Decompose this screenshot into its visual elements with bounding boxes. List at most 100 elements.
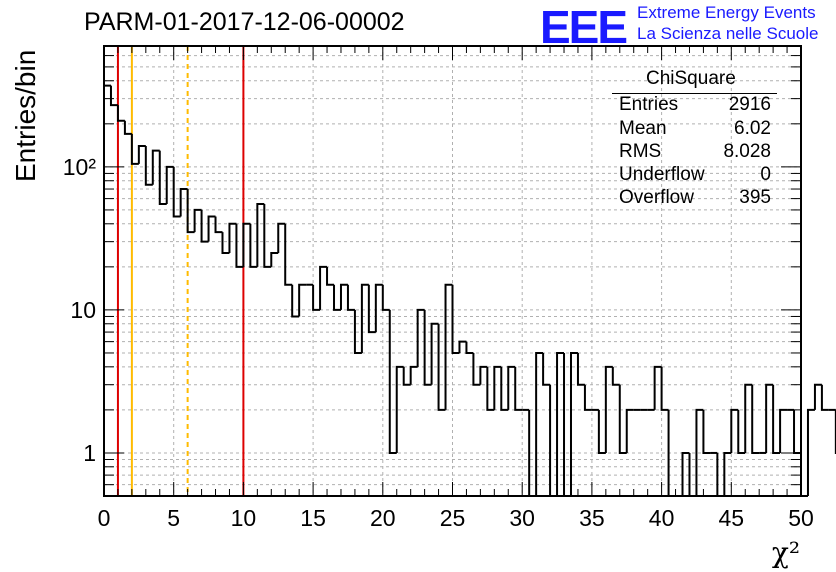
- histogram-bin: [367, 284, 376, 334]
- histogram-bin: [242, 222, 251, 267]
- x-tick-label: 40: [649, 505, 675, 531]
- histogram-bin: [569, 351, 578, 496]
- histogram-bin: [744, 383, 753, 453]
- stats-value: 6.02: [734, 118, 771, 139]
- histogram-bin: [346, 284, 355, 311]
- histogram-bin: [193, 208, 202, 233]
- x-tick-label: 45: [719, 505, 745, 531]
- histogram-bin: [319, 265, 328, 310]
- histogram-bin: [806, 408, 815, 496]
- histogram-bin: [723, 451, 732, 496]
- y-tick-label: 10: [70, 297, 96, 323]
- stats-divider: [612, 93, 777, 94]
- histogram-bin: [493, 365, 502, 410]
- histogram-bin: [388, 309, 397, 454]
- histogram-bin: [326, 266, 335, 286]
- histogram-bin: [597, 409, 606, 454]
- plot-title: PARM-01-2017-12-06-00002: [84, 8, 405, 36]
- histogram-bin: [374, 283, 383, 333]
- stats-value: 0: [760, 164, 771, 185]
- stats-label: RMS: [619, 141, 662, 162]
- histogram-bin: [270, 251, 279, 267]
- histogram-bin: [793, 409, 801, 454]
- stats-label: Entries: [619, 94, 679, 115]
- stats-row-underflow: Underflow 0: [619, 164, 771, 186]
- histogram-bin: [486, 366, 495, 411]
- histogram-bin: [109, 85, 118, 107]
- histogram-bin: [353, 309, 362, 354]
- histogram-bin: [542, 352, 551, 386]
- histogram-bin: [214, 216, 223, 234]
- x-tick-label: 30: [509, 505, 535, 531]
- histogram-bin: [103, 84, 111, 496]
- histogram-bin: [116, 105, 125, 122]
- histogram-bin: [465, 341, 474, 354]
- histogram-bin: [298, 283, 307, 317]
- histogram-bin: [312, 284, 321, 311]
- stats-value: 395: [739, 187, 771, 208]
- histogram-bin: [360, 283, 369, 353]
- histogram-bin: [556, 351, 565, 496]
- histogram-bin: [730, 408, 739, 453]
- histogram-bin: [277, 222, 286, 253]
- histogram-bin: [604, 365, 613, 453]
- histogram-bin: [695, 408, 704, 496]
- y-tick-label: 1: [83, 440, 96, 466]
- logo-line-1: Extreme Energy Events: [637, 3, 816, 22]
- histogram-bin: [395, 365, 404, 453]
- histogram-bin: [500, 366, 509, 411]
- y-axis-label: Entries/bin: [10, 49, 41, 182]
- histogram-bin: [333, 284, 341, 311]
- histogram-bin: [800, 452, 808, 497]
- histogram-bin: [444, 283, 453, 410]
- histogram-bin: [618, 384, 627, 454]
- histogram-bin: [179, 188, 188, 217]
- histogram-bin: [151, 149, 160, 185]
- tick-labels: 0 5 10 15 20 25 30 35 40 45 50 1 10 10²: [63, 154, 814, 531]
- histogram-bin: [549, 384, 558, 497]
- histogram-bin: [144, 145, 153, 186]
- histogram-bin: [228, 222, 237, 253]
- stats-title: ChiSquare: [646, 68, 736, 89]
- stats-row-mean: Mean 6.02: [619, 118, 771, 140]
- stats-row-entries: Entries 2916: [619, 94, 771, 116]
- stats-row-overflow: Overflow 395: [619, 187, 771, 209]
- histogram-bin: [207, 215, 216, 242]
- histogram-bin: [611, 366, 620, 386]
- histogram-bin: [458, 340, 467, 353]
- x-tick-label: 35: [579, 505, 605, 531]
- histogram-bin: [535, 351, 544, 496]
- histogram-bin: [653, 365, 662, 410]
- x-tick-label: 50: [788, 505, 814, 531]
- x-tick-label: 25: [440, 505, 466, 531]
- histogram-bin: [158, 150, 167, 206]
- x-axis-label: χ²: [772, 536, 800, 569]
- histogram-bin: [563, 352, 571, 497]
- histogram-bin: [339, 283, 348, 310]
- histogram-bin: [165, 165, 174, 205]
- histogram-bin: [437, 323, 446, 411]
- histogram-bin: [221, 232, 230, 254]
- histogram-bin: [813, 383, 822, 410]
- histogram-bin: [479, 365, 488, 385]
- x-tick-label: 20: [370, 505, 396, 531]
- histogram-bin: [416, 308, 425, 367]
- histogram-bin: [123, 120, 132, 135]
- histogram-bin: [249, 223, 258, 268]
- histogram-bin: [681, 451, 690, 496]
- logo-line-2: La Scienza nelle Scuole: [637, 24, 819, 43]
- histogram-bin: [256, 203, 265, 267]
- histogram-bin: [765, 383, 774, 453]
- histogram-bin: [284, 223, 293, 286]
- histogram-bin: [451, 284, 460, 354]
- histogram-bin: [751, 384, 760, 454]
- histogram-bin: [772, 384, 781, 454]
- histogram-bin: [130, 133, 139, 165]
- histogram-bin: [820, 384, 829, 411]
- histogram-bin: [263, 204, 272, 268]
- stats-label: Mean: [619, 118, 667, 139]
- histogram-bin: [200, 209, 209, 243]
- histogram-bin: [625, 408, 634, 453]
- histogram-bin: [737, 409, 746, 454]
- histogram-bin: [507, 365, 516, 410]
